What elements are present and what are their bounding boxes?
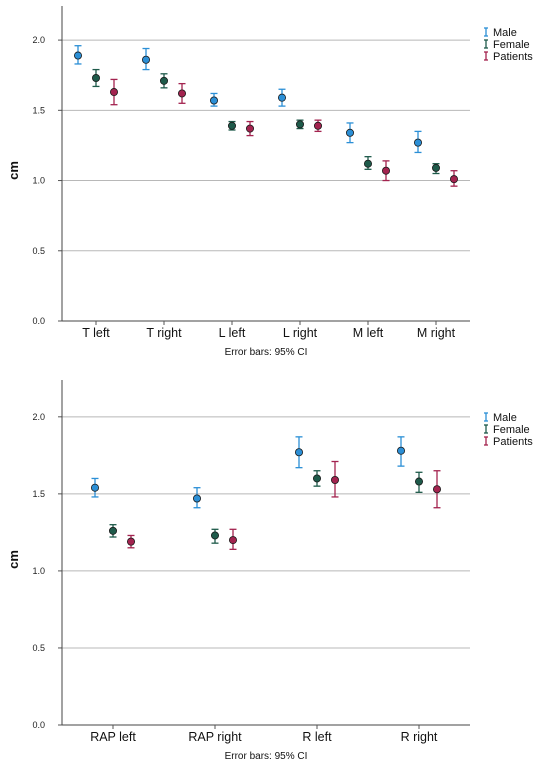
data-point	[228, 536, 237, 545]
y-tick-label: 1.5	[32, 489, 45, 499]
x-tick-label: L right	[283, 326, 318, 340]
data-point	[345, 128, 354, 137]
chart-top: 0.0 0.5 1.0 1.5 2.0 cm T left T right L left L ri…	[6, 6, 533, 358]
x-tick-label: R right	[401, 730, 438, 744]
y-axis-label: cm	[6, 161, 21, 180]
data-point	[432, 485, 441, 494]
data-point	[245, 124, 254, 133]
y-tick-label: 1.5	[32, 105, 45, 115]
x-tick-label: M right	[417, 326, 456, 340]
error-bar-note: Error bars: 95% CI	[225, 751, 308, 762]
data-point	[396, 446, 405, 455]
data-point	[127, 537, 136, 546]
y-tick-label: 2.0	[32, 35, 45, 45]
data-point	[381, 166, 390, 175]
data-point	[414, 477, 423, 486]
data-point	[210, 531, 219, 540]
x-tick-label: L left	[219, 326, 246, 340]
y-tick-label: 0.5	[32, 246, 45, 256]
data-point	[141, 55, 150, 64]
chart-bottom: 0.0 0.5 1.0 1.5 2.0 cm RAP left RAP right R left…	[6, 380, 533, 762]
data-point	[295, 120, 304, 129]
x-tick-label: R left	[302, 730, 332, 744]
x-tick-label: T left	[82, 326, 110, 340]
y-tick-label: 0.5	[32, 643, 45, 653]
x-tick-label: RAP left	[90, 730, 136, 744]
y-tick-label: 1.0	[32, 176, 45, 186]
data-point	[413, 138, 422, 147]
data-point	[449, 175, 458, 184]
data-point	[192, 494, 201, 503]
y-tick-label: 0.0	[32, 316, 45, 326]
legend-label: Patients	[493, 51, 533, 63]
data-point	[277, 93, 286, 102]
data-point	[312, 474, 321, 483]
y-axis-label: cm	[6, 550, 21, 569]
data-point	[330, 475, 339, 484]
data-point	[294, 448, 303, 457]
y-tick-label: 0.0	[32, 720, 45, 730]
data-point	[227, 121, 236, 130]
data-point	[363, 159, 372, 168]
legend-label: Male	[493, 412, 517, 424]
legend-label: Female	[493, 424, 530, 436]
data-point	[431, 163, 440, 172]
data-point	[92, 74, 101, 83]
legend-label: Female	[493, 39, 530, 51]
data-point	[74, 51, 83, 60]
y-tick-label: 1.0	[32, 566, 45, 576]
data-point	[159, 76, 168, 85]
x-tick-label: RAP right	[188, 730, 242, 744]
legend-label: Patients	[493, 436, 533, 448]
x-tick-label: M left	[353, 326, 384, 340]
data-point	[313, 121, 322, 130]
data-point	[109, 526, 118, 535]
data-point	[91, 483, 100, 492]
data-point	[110, 88, 119, 97]
y-tick-label: 2.0	[32, 412, 45, 422]
data-point	[177, 89, 186, 98]
error-bar-note: Error bars: 95% CI	[225, 347, 308, 358]
data-point	[209, 96, 218, 105]
legend-label: Male	[493, 27, 517, 39]
x-tick-label: T right	[146, 326, 182, 340]
